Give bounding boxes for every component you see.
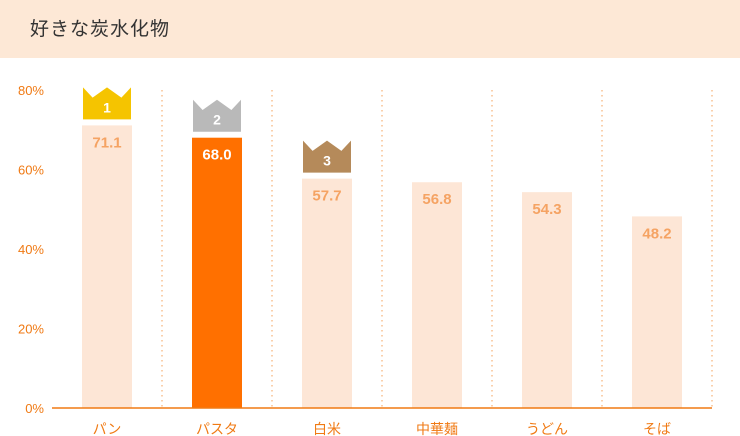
rank-number: 1 — [103, 99, 111, 115]
rank-number: 2 — [213, 112, 221, 128]
x-category-label: 中華麺 — [416, 422, 458, 436]
y-tick-label: 80% — [18, 83, 44, 98]
bar-value-label: 57.7 — [312, 188, 341, 205]
chart-header: 好きな炭水化物 — [0, 0, 740, 58]
x-category-label: パスタ — [196, 422, 238, 436]
crown-icon — [303, 140, 351, 173]
bar-value-label: 71.1 — [92, 134, 121, 151]
bar-value-label: 48.2 — [642, 225, 671, 242]
bar — [302, 178, 352, 408]
y-tick-label: 40% — [18, 242, 44, 257]
y-tick-label: 60% — [18, 163, 44, 178]
rank-number: 3 — [323, 153, 331, 169]
x-category-label: うどん — [526, 422, 568, 436]
crown-icon — [83, 87, 131, 120]
bar — [82, 125, 132, 408]
crown-icon — [193, 99, 241, 132]
bar — [632, 216, 682, 408]
chart-title: 好きな炭水化物 — [30, 18, 171, 40]
bar — [192, 137, 242, 408]
x-category-label: パン — [93, 422, 122, 436]
y-tick-label: 0% — [25, 401, 44, 416]
bar-value-label: 54.3 — [532, 201, 561, 218]
bar — [412, 182, 462, 408]
bar — [522, 192, 572, 408]
x-category-label: そば — [643, 422, 671, 436]
bar-value-label: 68.0 — [202, 147, 231, 164]
x-category-label: 白米 — [313, 422, 341, 436]
bar-value-label: 56.8 — [422, 191, 451, 208]
y-tick-label: 20% — [18, 322, 44, 337]
